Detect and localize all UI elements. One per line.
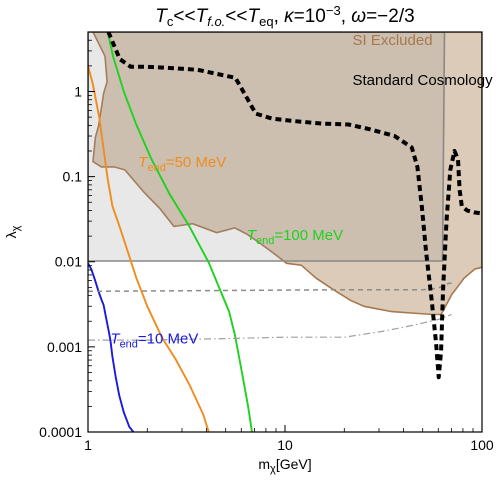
series-t-end-10-mev xyxy=(88,262,135,432)
chart-title: Tc<<Tf.o.<<Teq, κ=10−3, ω=−2/3 xyxy=(155,3,414,29)
y-tick-label: 0.01 xyxy=(55,254,82,270)
y-axis-label: λχ xyxy=(3,225,22,238)
x-tick-label: 1 xyxy=(84,437,92,453)
x-tick-label: 100 xyxy=(470,437,494,453)
y-tick-label: 0.0001 xyxy=(39,424,82,440)
label-standard-cosmology: Standard Cosmology xyxy=(353,72,494,89)
label-t-end-100-mev: Tend=100 MeV xyxy=(247,227,343,247)
y-tick-label: 1 xyxy=(74,83,82,99)
series-t-end-100-mev xyxy=(106,32,253,432)
x-tick-label: 10 xyxy=(277,437,293,453)
label-si-excluded: SI Excluded xyxy=(353,32,433,49)
region-standard-cosmology xyxy=(88,32,446,262)
series-black-dashed-boundary xyxy=(106,32,482,380)
y-tick-label: 0.001 xyxy=(47,339,82,355)
label-t-end-10-mev: Tend=10 MeV xyxy=(110,330,198,350)
y-tick-label: 0.1 xyxy=(63,169,83,185)
label-t-end-50-mev: Tend=50 MeV xyxy=(138,154,226,174)
series-dashed-limit-upper xyxy=(88,282,452,293)
x-axis-label: mχ[GeV] xyxy=(258,456,311,475)
series-t-end-50-mev xyxy=(88,65,210,432)
series-dash-dot-limit-lower xyxy=(88,313,452,341)
